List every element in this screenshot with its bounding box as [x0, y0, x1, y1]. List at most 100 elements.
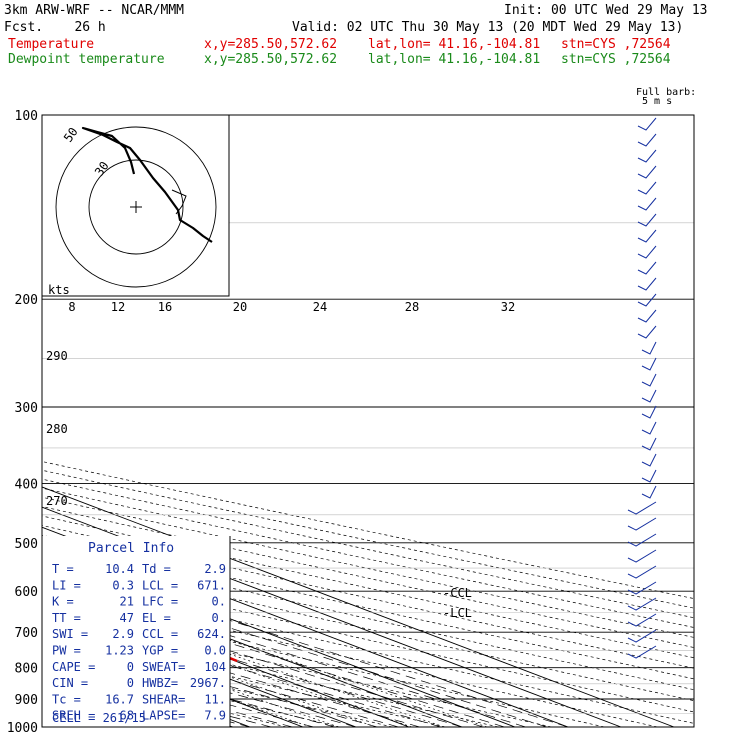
dewpoint-station: stn=CYS ,72564 [561, 52, 671, 67]
parcel-param-label: K = [52, 595, 74, 609]
hodograph-scale-label: 28 [405, 300, 419, 314]
parcel-param-label: HWBZ= [142, 676, 178, 690]
pressure-tick-label: 900 [15, 693, 38, 708]
moist-adiabat-line [42, 611, 441, 727]
plot-frame [41, 114, 695, 728]
temperature-station: stn=CYS ,72564 [561, 37, 671, 52]
parcel-param-label: LFC = [142, 595, 178, 609]
wind-barb-icon [627, 597, 657, 611]
wind-barb-icon [641, 421, 657, 435]
wind-barb-icon [637, 213, 657, 227]
wind-barb-icon [641, 357, 657, 371]
moist-adiabat-line [42, 577, 526, 727]
parcel-param-value: 0. [212, 611, 226, 625]
parcel-param-label: YGP = [142, 644, 178, 658]
wind-barb-icon [627, 645, 657, 659]
hodograph-scale-label: 32 [501, 300, 515, 314]
parcel-param-label: PW = [52, 644, 81, 658]
moist-adiabat-line [42, 603, 463, 727]
parcel-param-value: 671. [197, 578, 226, 592]
hodograph-ring [88, 159, 184, 255]
parcel-param-label: LI = [52, 578, 81, 592]
hodograph-trace [81, 126, 213, 243]
wind-barb-icon [627, 629, 657, 643]
header: 3km ARW-WRF -- NCAR/MMM Init: 00 UTC Wed… [4, 3, 708, 107]
pressure-tick-label: 600 [15, 585, 38, 600]
wind-barb-icon [641, 405, 657, 419]
wind-barb-icon [627, 613, 657, 627]
parcel-param-label: LAPSE= [142, 709, 185, 723]
hodograph-kts-label: kts [48, 283, 70, 297]
parcel-param-value: 0 [127, 660, 134, 674]
parcel-param-label: SWI = [52, 627, 88, 641]
hodograph-ring-label: 50 [61, 125, 81, 145]
moist-adiabat-line [42, 594, 484, 727]
wind-barb-icon [641, 437, 657, 451]
parcel-param-label: T = [52, 562, 74, 576]
forecast-hour: Fcst. 26 h [4, 20, 106, 35]
wind-barb-icon [641, 341, 657, 355]
wind-barb-icon [627, 549, 657, 563]
wind-barb-icon [641, 373, 657, 387]
wind-barb-icon [641, 389, 657, 403]
parcel-param-label: Tc = [52, 692, 81, 706]
wind-barb-icon [637, 293, 657, 307]
wind-barb-icon [627, 533, 657, 547]
temperature-latlon: lat,lon= 41.16,-104.81 [368, 37, 540, 52]
parcel-param-label: SHEAR= [142, 692, 185, 706]
parcel-param-label: CAPE = [52, 660, 95, 674]
full-barb-units: 5 m s [642, 96, 672, 107]
parcel-info-panel: Parcel Info T = 10.4 Td = 2.9 LI = 0.3 LCL = 67… [42, 536, 231, 727]
dewpoint-latlon: lat,lon= 41.16,-104.81 [368, 52, 540, 67]
init-time: Init: 00 UTC Wed 29 May 13 [504, 3, 708, 18]
pressure-tick-label: 500 [15, 537, 38, 552]
isotherm-line [42, 526, 569, 727]
ccl-marker: -CCL [443, 586, 472, 600]
wind-barb-icon [637, 245, 657, 259]
valid-time: Valid: 02 UTC Thu 30 May 13 (20 MDT Wed … [292, 20, 683, 35]
wind-barbs [627, 117, 657, 659]
wind-barb-icon [641, 485, 657, 499]
wind-barb-icon [637, 197, 657, 211]
hodograph-ring [55, 126, 217, 288]
dewpoint-xy: x,y=285.50,572.62 [204, 52, 337, 67]
wind-barb-icon [637, 149, 657, 163]
wind-barb-icon [627, 581, 657, 595]
wind-barb-icon [637, 181, 657, 195]
wind-barb-icon [637, 117, 657, 131]
mixing-ratio-line [42, 600, 412, 727]
pressure-tick-label: 400 [15, 477, 38, 492]
hodograph-scale-label: 20 [233, 300, 247, 314]
wind-barb-icon [637, 325, 657, 339]
parcel-param-label: TT = [52, 611, 81, 625]
parcel-param-value: 0. [212, 595, 226, 609]
wind-barb-icon [627, 501, 657, 515]
parcel-info-title: Parcel Info [88, 541, 174, 556]
wind-barb-icon [641, 453, 657, 467]
parcel-param-value: 2.9 [112, 627, 134, 641]
temperature-legend: Temperature [8, 37, 94, 52]
parcel-param-value: 1.23 [105, 644, 134, 658]
hodograph-ring-label: 30 [92, 159, 112, 179]
parcel-param-value: 21 [120, 595, 134, 609]
isotherm-line [42, 506, 622, 727]
hodograph-scale-label: 24 [313, 300, 327, 314]
temperature-xy: x,y=285.50,572.62 [204, 37, 337, 52]
hodograph-scale-label: 8 [68, 300, 75, 314]
parcel-param-label: CIN = [52, 676, 88, 690]
wind-barb-icon [637, 165, 657, 179]
theta-e-label: 270 [46, 494, 68, 508]
parcel-param-value: 2.9 [204, 562, 226, 576]
parcel-param-label: SWEAT= [142, 660, 185, 674]
parcel-param-label: CCL = [142, 627, 178, 641]
wind-barb-icon [627, 517, 657, 531]
parcel-param-label: Td = [142, 562, 171, 576]
isotherm-line [42, 546, 516, 727]
parcel-param-label: SREH = [52, 709, 95, 723]
hodograph-scale-label: 12 [111, 300, 125, 314]
hodograph-thin-trace [171, 189, 187, 215]
pressure-tick-label: 200 [15, 293, 38, 308]
parcel-param-label: LCL = [142, 578, 178, 592]
wind-barb-icon [637, 277, 657, 291]
